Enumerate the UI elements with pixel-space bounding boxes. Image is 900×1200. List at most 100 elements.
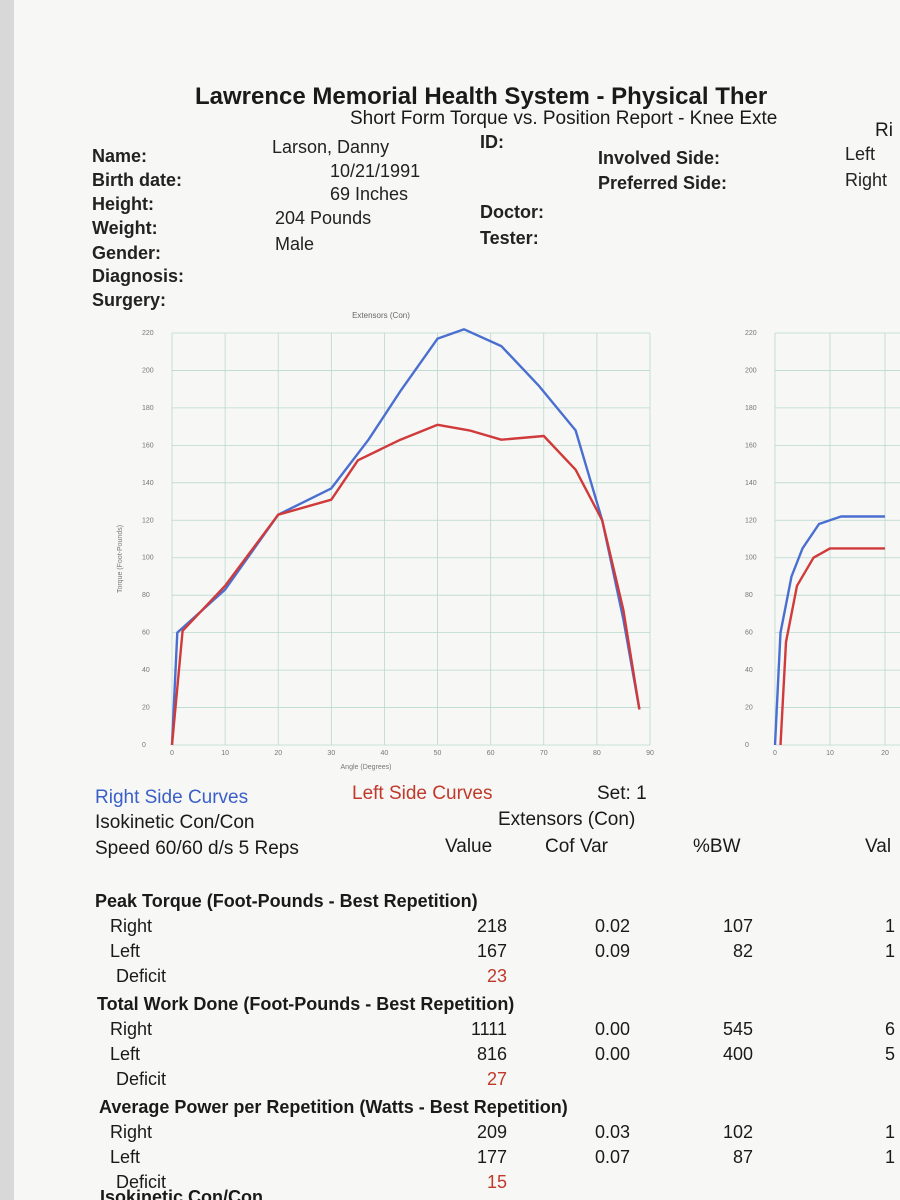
page-edge (0, 0, 14, 1200)
legend-left: Left Side Curves (352, 783, 492, 804)
row-label: Left (110, 941, 140, 961)
row-label: Left (110, 1147, 140, 1167)
field-value: 69 Inches (330, 184, 408, 204)
deficit-label: Deficit (116, 966, 166, 986)
legend-right: Right Side Curves (95, 787, 248, 808)
y-tick-label: 80 (142, 592, 150, 599)
cell-value: 82 (733, 941, 753, 961)
row-label: Right (110, 1019, 152, 1039)
cell-value: 107 (723, 916, 753, 936)
field-label: Surgery: (92, 290, 166, 310)
y-tick-label: 100 (745, 555, 757, 562)
cell-value: 5 (885, 1044, 895, 1064)
field-label: Gender: (92, 243, 161, 263)
cell-value: 1111 (471, 1019, 507, 1039)
y-tick-label: 100 (142, 555, 154, 562)
field-label: Diagnosis: (92, 266, 184, 286)
field-label: Name: (92, 146, 147, 166)
cell-value: 0.07 (595, 1147, 630, 1167)
row-label: Left (110, 1044, 140, 1064)
y-tick-label: 120 (745, 517, 757, 524)
y-tick-label: 140 (745, 480, 757, 487)
muscle-label: Extensors (Con) (498, 809, 635, 830)
column-header: Cof Var (545, 836, 609, 857)
report-title: Lawrence Memorial Health System - Physic… (195, 83, 767, 110)
cell-value: 6 (885, 1019, 895, 1039)
y-tick-label: 40 (745, 667, 753, 674)
cell-value: 0.00 (595, 1019, 630, 1039)
cell-value: 218 (477, 916, 507, 936)
deficit-value: 23 (487, 966, 507, 986)
x-tick-label: 20 (881, 750, 889, 757)
column-header: Value (445, 836, 492, 857)
y-tick-label: 20 (142, 705, 150, 712)
field-label: Tester: (480, 228, 539, 248)
x-axis-label: Angle (Degrees) (341, 764, 392, 771)
cell-value: 102 (723, 1122, 753, 1142)
row-label: Right (110, 916, 152, 936)
results-table: Value Cof Var %BW Val Peak Torque (Foot-Poun… (95, 836, 895, 1200)
y-tick-label: 220 (745, 330, 757, 337)
field-label: Involved Side: (598, 148, 720, 168)
cell-value: 0.02 (595, 916, 630, 936)
field-value: Larson, Danny (272, 137, 389, 157)
y-tick-label: 120 (142, 517, 154, 524)
cell-value: 1 (885, 941, 895, 961)
y-tick-label: 160 (142, 442, 154, 449)
y-axis-label: Torque (Foot-Pounds) (117, 525, 124, 593)
cell-value: 0.00 (595, 1044, 630, 1064)
cell-value: 1 (885, 916, 895, 936)
cell-value: 167 (477, 941, 507, 961)
torque-curve (170, 328, 641, 746)
cell-value: 177 (477, 1147, 507, 1167)
x-tick-label: 70 (540, 750, 548, 757)
y-tick-label: 160 (745, 442, 757, 449)
field-value: 10/21/1991 (330, 161, 420, 181)
cell-value: 0.03 (595, 1122, 630, 1142)
cell-value: 400 (723, 1044, 753, 1064)
cell-value: 545 (723, 1019, 753, 1039)
y-tick-label: 0 (745, 742, 749, 749)
torque-curve (773, 515, 885, 746)
deficit-value: 27 (487, 1069, 507, 1089)
y-tick-label: 60 (745, 630, 753, 637)
cell-value: 1 (885, 1147, 895, 1167)
y-tick-label: 0 (142, 742, 146, 749)
x-tick-label: 50 (434, 750, 442, 757)
field-value: 204 Pounds (275, 208, 371, 228)
x-tick-label: 90 (646, 750, 654, 757)
deficit-label: Deficit (116, 1069, 166, 1089)
y-tick-label: 60 (142, 630, 150, 637)
cell-value: 209 (477, 1122, 507, 1142)
y-tick-label: 200 (745, 367, 757, 374)
x-tick-label: 60 (487, 750, 495, 757)
report-subtitle: Short Form Torque vs. Position Report - … (350, 108, 777, 129)
field-label: Height: (92, 194, 154, 214)
row-label: Right (110, 1122, 152, 1142)
chart: 0 20 40 60 80 100 120 140 160 180 200 220 0 10 20 (745, 330, 900, 757)
x-tick-label: 20 (274, 750, 282, 757)
y-tick-label: 80 (745, 592, 753, 599)
section-title: Total Work Done (Foot-Pounds - Best Repe… (97, 994, 514, 1014)
field-label: Preferred Side: (598, 173, 727, 193)
cell-value: 87 (733, 1147, 753, 1167)
y-tick-label: 180 (142, 405, 154, 412)
y-tick-label: 40 (142, 667, 150, 674)
field-label: Weight: (92, 218, 158, 238)
chart: 0 20 40 60 80 100 120 140 160 180 200 220 0 10 20 30 40 5… (117, 311, 654, 771)
section-title: Average Power per Repetition (Watts - Be… (99, 1097, 568, 1117)
torque-curve (779, 547, 885, 746)
cut-heading: Ri (875, 120, 893, 141)
field-value: Right (845, 170, 887, 190)
cut-row-title: Isokinetic Con/Con (100, 1187, 263, 1200)
field-label: Doctor: (480, 202, 544, 222)
x-tick-label: 80 (593, 750, 601, 757)
deficit-value: 15 (487, 1172, 507, 1192)
x-tick-label: 0 (773, 750, 777, 757)
x-tick-label: 30 (327, 750, 335, 757)
field-value: Male (275, 234, 314, 254)
y-tick-label: 20 (745, 705, 753, 712)
speed-label: Speed 60/60 d/s 5 Reps (95, 838, 299, 859)
cell-value: 1 (885, 1122, 895, 1142)
